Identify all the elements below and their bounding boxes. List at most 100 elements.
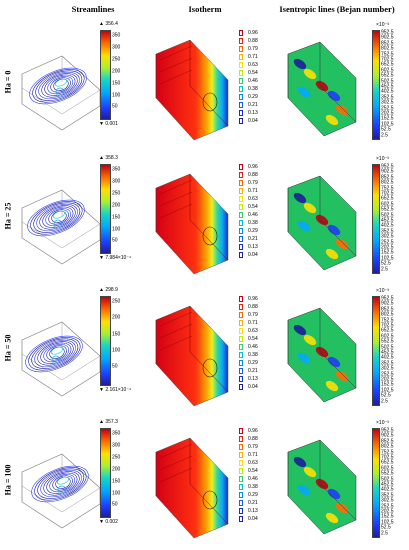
streamline-core [56, 476, 69, 485]
bejan-tick: 902.5 [381, 300, 394, 307]
isotherm-swatch [239, 220, 243, 226]
isotherm-swatch [239, 54, 243, 60]
bejan-tick: 102.5 [381, 121, 394, 128]
isotherm-level: 0.21 [248, 368, 258, 374]
bejan-exponent: ×10⁻³ [376, 420, 389, 426]
streamline [48, 209, 69, 225]
isotherm-swatch [239, 452, 243, 458]
bejan-edges [287, 440, 357, 521]
bejan-tick: 952.5 [381, 427, 394, 434]
bejan-colorbar [372, 428, 380, 538]
bejan-colorbar [372, 30, 380, 140]
isotherm-swatch [239, 328, 243, 334]
streamline [29, 67, 87, 105]
isotherm-plot [155, 39, 229, 141]
isotherm-swatch [239, 30, 243, 36]
isotherm-level: 0.21 [248, 500, 258, 506]
streamline [31, 338, 79, 369]
streamlines-tick: 350 [112, 32, 121, 39]
bejan-tick: 602.5 [381, 465, 394, 472]
domain-outline [21, 321, 101, 397]
isotherm-swatch [239, 484, 243, 490]
bejan-tick: 552.5 [381, 338, 394, 345]
streamlines-tick: 200 [112, 466, 121, 473]
streamlines-colorbar [100, 164, 111, 254]
bejan-contour [297, 220, 311, 232]
isotherm-level: 0.79 [248, 180, 258, 186]
streamline [34, 339, 76, 368]
isotherm-edges [155, 40, 229, 127]
bejan-tick: 452.5 [381, 217, 394, 224]
bejan-tick: 302.5 [381, 365, 394, 372]
bejan-contour [325, 248, 339, 260]
ha-label: Ha = 50 [0, 282, 16, 415]
isotherm-level: 0.38 [248, 352, 258, 358]
isotherm-legend: 0.96 0.88 0.79 0.71 0.63 0.54 0.46 0.38 0.29 0.21… [239, 30, 269, 126]
streamline [28, 337, 81, 371]
isotherm-level: 0.88 [248, 436, 258, 442]
bejan-contour [315, 80, 329, 92]
isotherm-level: 0.96 [248, 164, 258, 170]
bejan-contour [327, 356, 341, 368]
streamlines-ticks: 350 300 250 200 150 100 50 [112, 164, 132, 252]
isotherm-level: 0.29 [248, 360, 258, 366]
isotherm-lines [159, 443, 193, 483]
bejan-tick: 202.5 [381, 110, 394, 117]
isotherm-swatch [239, 196, 243, 202]
bejan-contour [293, 456, 307, 468]
isotherm-level: 0.38 [248, 220, 258, 226]
bejan-contour [303, 466, 317, 478]
bejan-tick: 402.5 [381, 88, 394, 95]
bejan-tick: 252.5 [381, 239, 394, 246]
isotherm-swatch [239, 62, 243, 68]
bejan-plot [287, 41, 357, 137]
isotherm-swatch [239, 180, 243, 186]
isotherm-level: 0.38 [248, 484, 258, 490]
bejan-tick: 852.5 [381, 438, 394, 445]
streamline [50, 77, 71, 93]
streamline [27, 199, 85, 237]
isotherm-level: 0.71 [248, 320, 258, 326]
cylinder-outline [202, 358, 218, 378]
streamlines-tick: 250 [112, 56, 121, 63]
bejan-contour [297, 352, 311, 364]
bejan-tick: 952.5 [381, 295, 394, 302]
streamline [41, 73, 78, 98]
bejan-tick: 302.5 [381, 233, 394, 240]
bejan-tick: 952.5 [381, 29, 394, 36]
streamline-core [50, 346, 63, 355]
isotherm-level: 0.29 [248, 492, 258, 498]
isotherm-swatch [239, 78, 243, 84]
streamlines-min: ▼ 7.984×10⁻⁴ [99, 255, 132, 261]
bejan-tick: 802.5 [381, 311, 394, 318]
isotherm-level: 0.04 [248, 118, 258, 124]
streamlines-tick: 300 [112, 442, 121, 449]
isotherm-swatch [239, 476, 243, 482]
isotherm-swatch [239, 236, 243, 242]
streamlines-tick: 50 [112, 363, 118, 370]
bejan-tick: 902.5 [381, 168, 394, 175]
isotherm-level: 0.96 [248, 428, 258, 434]
bejan-tick: 702.5 [381, 190, 394, 197]
isotherm-swatch [239, 204, 243, 210]
streamlines-colorbar [100, 30, 111, 120]
isotherm-swatch [239, 70, 243, 76]
isotherm-swatch [239, 38, 243, 44]
bejan-contour [303, 334, 317, 346]
isotherm-level: 0.54 [248, 336, 258, 342]
bejan-tick: 702.5 [381, 56, 394, 63]
bejan-tick: 402.5 [381, 222, 394, 229]
isotherm-plot [155, 305, 229, 407]
cylinder-outline [202, 92, 218, 112]
streamline [37, 468, 85, 499]
streamline [40, 469, 82, 498]
streamline-core [52, 210, 65, 219]
isotherm-swatch [239, 320, 243, 326]
isotherm-plot [155, 173, 229, 275]
streamlines-tick: 100 [112, 226, 121, 233]
streamlines-max: ▲ 358.3 [99, 155, 118, 161]
isotherm-swatch [239, 110, 243, 116]
bejan-exponent: ×10⁻³ [376, 156, 389, 162]
cylinder-outline [51, 355, 61, 365]
isotherm-surface [155, 173, 229, 275]
